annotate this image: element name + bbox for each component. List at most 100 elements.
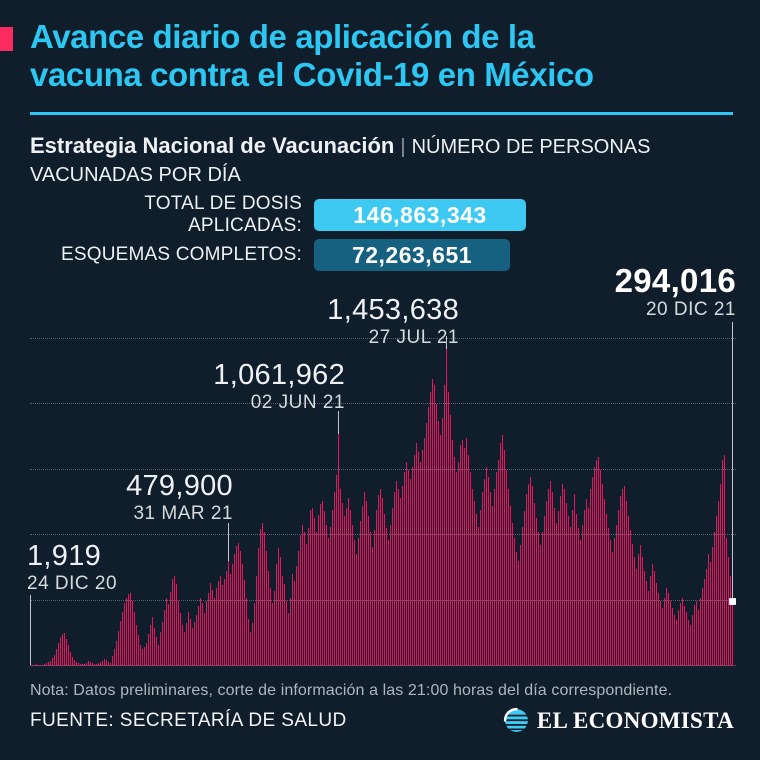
bar bbox=[330, 527, 332, 666]
bar bbox=[86, 662, 88, 666]
bar bbox=[298, 551, 300, 666]
bar bbox=[576, 513, 578, 666]
bar bbox=[252, 622, 254, 666]
bar bbox=[676, 619, 678, 666]
bar bbox=[420, 461, 422, 666]
bar bbox=[96, 664, 98, 666]
bar bbox=[450, 415, 452, 666]
bar bbox=[556, 522, 558, 666]
bar bbox=[200, 597, 202, 666]
bar bbox=[388, 539, 390, 666]
bar bbox=[446, 348, 448, 666]
bar bbox=[690, 625, 692, 666]
bar bbox=[46, 662, 48, 666]
bar bbox=[542, 532, 544, 666]
bar bbox=[692, 614, 694, 666]
bar bbox=[88, 661, 90, 666]
bar bbox=[432, 379, 434, 666]
bar bbox=[444, 384, 446, 666]
bar bbox=[278, 547, 280, 666]
bar bbox=[498, 459, 500, 666]
bar bbox=[194, 621, 196, 666]
bar bbox=[596, 459, 598, 666]
bar bbox=[390, 525, 392, 666]
bar bbox=[410, 479, 412, 666]
brand-name: EL ECONOMISTA bbox=[536, 707, 734, 733]
bar bbox=[132, 600, 134, 666]
bar bbox=[260, 529, 262, 666]
bar bbox=[336, 475, 338, 666]
bar bbox=[130, 593, 132, 666]
stat-row-total-doses: TOTAL DE DOSIS APLICADAS: 146,863,343 bbox=[30, 193, 526, 237]
bar bbox=[32, 665, 34, 666]
bar bbox=[696, 600, 698, 666]
bar bbox=[666, 588, 668, 666]
bar bbox=[384, 513, 386, 666]
bar bbox=[628, 515, 630, 666]
bar bbox=[620, 496, 622, 666]
bar bbox=[182, 625, 184, 666]
bar bbox=[318, 515, 320, 666]
bar bbox=[660, 600, 662, 666]
bar bbox=[606, 513, 608, 666]
subtitle: Estrategia Nacional de Vacunación | NÚMERO… bbox=[30, 132, 750, 189]
bar bbox=[92, 663, 94, 666]
bar bbox=[486, 466, 488, 666]
bar bbox=[726, 537, 728, 666]
bar bbox=[604, 498, 606, 666]
bar bbox=[502, 435, 504, 666]
bar bbox=[100, 662, 102, 666]
bar bbox=[44, 663, 46, 666]
bar bbox=[544, 515, 546, 666]
title-underline bbox=[30, 112, 733, 115]
bar bbox=[186, 622, 188, 666]
bar bbox=[176, 583, 178, 666]
bar bbox=[472, 488, 474, 666]
bar bbox=[250, 631, 252, 666]
bar bbox=[412, 466, 414, 666]
bar bbox=[254, 603, 256, 666]
bar bbox=[380, 488, 382, 666]
bar bbox=[224, 579, 226, 666]
bar bbox=[610, 539, 612, 666]
bar bbox=[256, 575, 258, 666]
bar bbox=[684, 605, 686, 666]
bar bbox=[216, 588, 218, 666]
bar bbox=[376, 510, 378, 666]
bar bbox=[72, 656, 74, 666]
bar bbox=[494, 488, 496, 666]
bar bbox=[574, 494, 576, 666]
bar bbox=[258, 548, 260, 666]
bar bbox=[244, 580, 246, 666]
bar bbox=[664, 597, 666, 666]
bar bbox=[582, 525, 584, 666]
bar bbox=[644, 571, 646, 666]
bar bbox=[364, 491, 366, 666]
bar bbox=[708, 554, 710, 666]
bar bbox=[190, 618, 192, 666]
bar bbox=[370, 532, 372, 666]
bar bbox=[680, 603, 682, 666]
source-credit: FUENTE: SECRETARÍA DE SALUD bbox=[30, 710, 347, 731]
bar bbox=[138, 634, 140, 666]
bar bbox=[246, 597, 248, 666]
bar bbox=[56, 648, 58, 666]
gridline bbox=[30, 337, 736, 339]
bar bbox=[362, 505, 364, 666]
bar bbox=[264, 532, 266, 666]
bar bbox=[116, 641, 118, 666]
footnote: Nota: Datos preliminares, corte de infor… bbox=[30, 682, 673, 699]
bar bbox=[678, 610, 680, 666]
bar bbox=[706, 568, 708, 666]
bar bbox=[670, 600, 672, 666]
bar bbox=[716, 515, 718, 666]
bar bbox=[156, 637, 158, 666]
bar bbox=[552, 491, 554, 666]
bar bbox=[394, 492, 396, 666]
bar bbox=[284, 583, 286, 666]
subtitle-bold: Estrategia Nacional de Vacunación bbox=[30, 133, 395, 158]
bar bbox=[166, 597, 168, 666]
bar bbox=[508, 488, 510, 666]
bar bbox=[592, 476, 594, 666]
bar bbox=[436, 404, 438, 666]
